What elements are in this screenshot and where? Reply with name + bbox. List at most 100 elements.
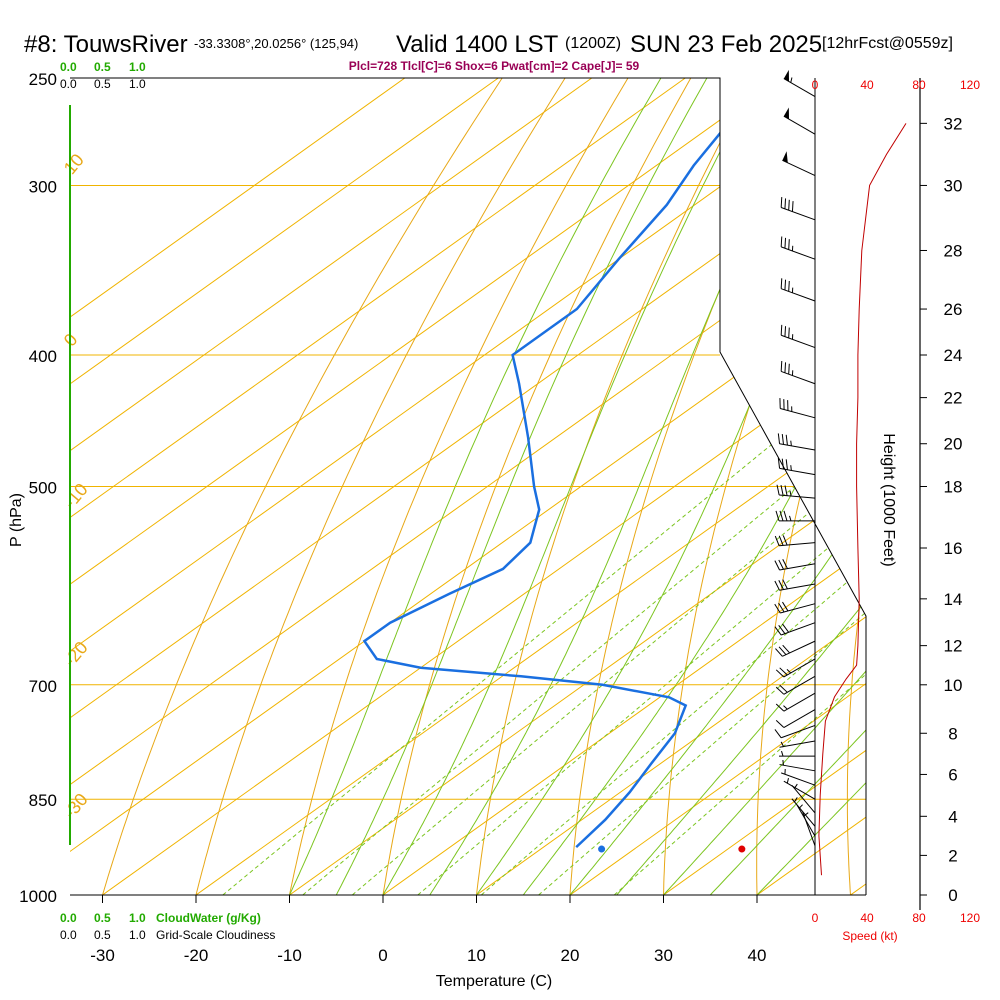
wind-barb: [782, 151, 816, 176]
height-tick-label: 8: [948, 724, 957, 743]
wind-barb-flag: [784, 362, 787, 373]
wind-barb-flag: [788, 327, 790, 339]
cloudwater-tick-top-2: 1.0: [129, 60, 146, 74]
wind-barb-flag: [780, 236, 783, 247]
wind-barb-staff: [780, 408, 816, 419]
x-tick-label: -20: [184, 946, 209, 965]
moist-adiabat: [382, 78, 760, 895]
wind-barb-staff: [779, 443, 816, 451]
wind-barb-flag: [775, 686, 785, 695]
wind-barb-flag: [775, 648, 783, 657]
plot-frame: [70, 77, 867, 895]
wind-barb-half-flag: [783, 705, 788, 710]
dry-adiabat: [102, 78, 503, 895]
wind-barb-flag: [784, 485, 788, 496]
height-tick-label: 20: [944, 435, 963, 454]
wind-barb-flag: [779, 667, 788, 676]
wind-barb-flag: [777, 457, 781, 469]
surface-dewpoint-marker: [598, 845, 606, 853]
cloudiness-tick-bottom-2: 1.0: [129, 928, 146, 942]
wind-barb: [783, 69, 816, 97]
pressure-label: 850: [29, 791, 57, 810]
wind-barb: [780, 236, 816, 260]
station-coords: -33.3308°,20.0256° (125,94): [194, 36, 358, 51]
wind-barb-flag: [775, 669, 785, 678]
wind-barb-half-flag: [794, 797, 798, 803]
wind-barb-flag: [780, 360, 783, 372]
x-tick-label: 10: [467, 946, 486, 965]
wind-barb-pennant: [783, 107, 790, 120]
x-tick-label: 30: [654, 946, 673, 965]
cloudwater-tick-top-1: 0.5: [94, 60, 111, 74]
moist-adiabat: [616, 78, 866, 895]
x-tick-label: 40: [748, 946, 767, 965]
wind-barb-flag: [779, 510, 784, 521]
moist-adiabat: [709, 78, 866, 895]
surface-temperature-marker: [738, 845, 746, 853]
temperature-profile: [731, 101, 1000, 847]
isotherm-line: [663, 78, 866, 895]
wind-barb: [774, 724, 816, 739]
mixing-ratio-line: [480, 354, 866, 895]
cloudiness-label: Grid-Scale Cloudiness: [156, 928, 275, 942]
height-tick-label: 6: [948, 765, 957, 784]
speed-tick-bottom-1: 40: [860, 911, 874, 925]
wind-barb-flag: [780, 324, 783, 336]
x-tick-label: -30: [90, 946, 115, 965]
wind-barb-staff: [791, 785, 816, 814]
x-tick-label: 0: [378, 946, 387, 965]
moist-adiabat: [429, 78, 820, 895]
height-tick-label: 22: [944, 389, 963, 408]
wind-barb: [774, 579, 816, 591]
wind-barb-flag: [785, 434, 788, 446]
height-tick-label: 14: [944, 590, 963, 609]
wind-barb: [776, 484, 816, 499]
station-title: #8: TouwsRiver: [24, 31, 188, 58]
isotherm-label: -30: [60, 789, 92, 822]
wind-barb-staff: [783, 780, 816, 800]
valid-date: SUN 23 Feb 2025: [630, 31, 822, 58]
wind-barb: [777, 457, 816, 476]
x-tick-label: -10: [277, 946, 302, 965]
wind-barb-half-flag: [803, 812, 809, 817]
wind-barb-flag: [784, 326, 787, 337]
wind-barb-half-flag: [789, 490, 792, 497]
wind-barb-flag: [776, 484, 780, 496]
wind-barb-staff: [782, 640, 816, 657]
moist-adiabat: [756, 78, 866, 895]
wind-barb-staff: [781, 288, 816, 302]
wind-barb-staff: [783, 115, 816, 135]
isotherm-line: [70, 78, 593, 895]
wind-barb: [775, 658, 816, 678]
wind-barb-staff: [779, 542, 816, 547]
mixing-ratio-label: 12: [539, 896, 559, 916]
height-tick-label: 16: [944, 539, 963, 558]
speed-tick-top-3: 120: [960, 78, 980, 92]
height-tick-label: 4: [948, 807, 957, 826]
cloudwater-tick-top-0: 0.0: [60, 60, 77, 74]
wind-barb-staff: [779, 583, 816, 591]
height-tick-label: 28: [944, 241, 963, 260]
dry-adiabat: [195, 78, 566, 895]
height-tick-label: 24: [944, 346, 963, 365]
isotherm-line: [70, 78, 499, 895]
wind-barb-flag: [782, 601, 789, 612]
wind-barb-half-flag: [790, 77, 793, 83]
wind-barb-staff: [779, 563, 816, 571]
wind-barb-flag: [774, 560, 780, 571]
speed-tick-bottom-2: 80: [912, 911, 926, 925]
wind-barb-flag: [777, 433, 781, 444]
height-tick-label: 18: [944, 478, 963, 497]
wind-barb: [780, 278, 816, 302]
wind-barb: [774, 559, 816, 571]
wind-barb: [779, 740, 816, 748]
speed-tick-top-0: 0: [812, 78, 819, 92]
isotherm-line: [476, 78, 866, 895]
pressure-label: 250: [29, 70, 57, 89]
wind-barb-flag: [780, 197, 783, 208]
wind-barb: [791, 797, 816, 827]
wind-barb-flag: [774, 535, 780, 546]
cloudwater-tick-bottom-1: 0.5: [94, 911, 111, 925]
pressure-label: 700: [29, 677, 57, 696]
